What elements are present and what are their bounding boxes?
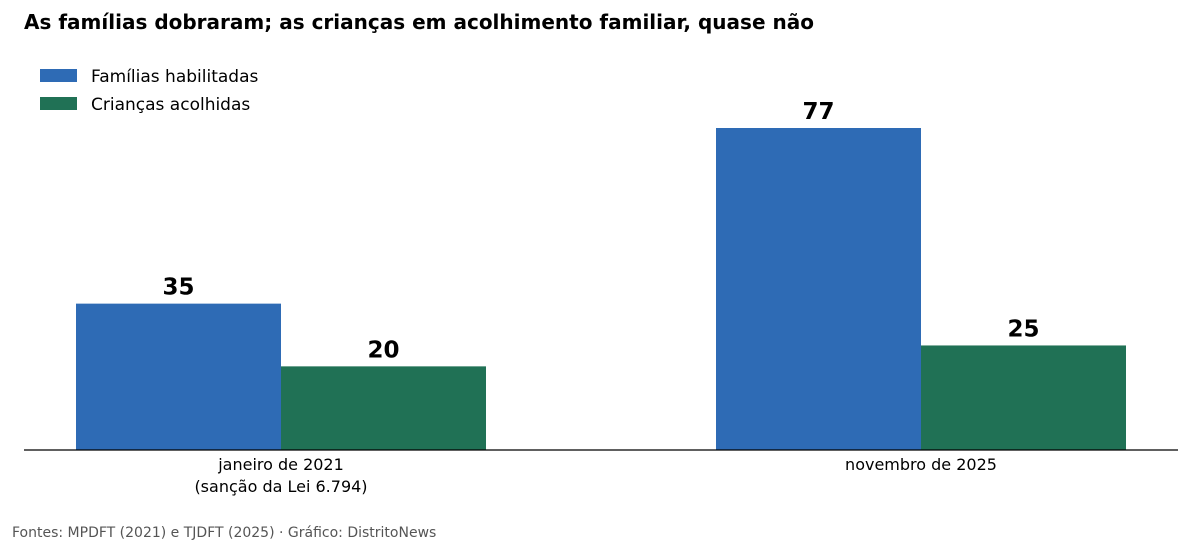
legend: Famílias habilitadas Crianças acolhidas (40, 67, 258, 115)
value-label-criancas-2: 25 (1007, 316, 1039, 342)
value-label-familias-1: 35 (162, 275, 194, 301)
x-tick-label-1-line-2: (sanção da Lei 6.794) (194, 477, 367, 496)
chart-title: As famílias dobraram; as crianças em aco… (24, 10, 814, 34)
value-label-familias-2: 77 (802, 99, 834, 125)
legend-swatch-criancas (40, 97, 77, 110)
x-tick-label-1-line-1: janeiro de 2021 (217, 455, 344, 474)
bar-familias-1 (76, 303, 281, 450)
legend-label-familias: Famílias habilitadas (91, 67, 258, 87)
bar-criancas-1 (281, 366, 486, 450)
x-tick-label-2-line-1: novembro de 2025 (845, 455, 997, 474)
value-labels-group: 35 77 20 25 (162, 99, 1039, 363)
legend-swatch-familias (40, 69, 77, 82)
source-note: Fontes: MPDFT (2021) e TJDFT (2025) · Gr… (12, 525, 436, 541)
bar-familias-2 (716, 128, 921, 450)
legend-label-criancas: Crianças acolhidas (91, 95, 250, 115)
x-tick-labels: janeiro de 2021 (sanção da Lei 6.794) nove… (194, 455, 997, 496)
bar-criancas-2 (921, 345, 1126, 450)
value-label-criancas-1: 20 (367, 337, 399, 363)
bars-group (76, 128, 1126, 450)
